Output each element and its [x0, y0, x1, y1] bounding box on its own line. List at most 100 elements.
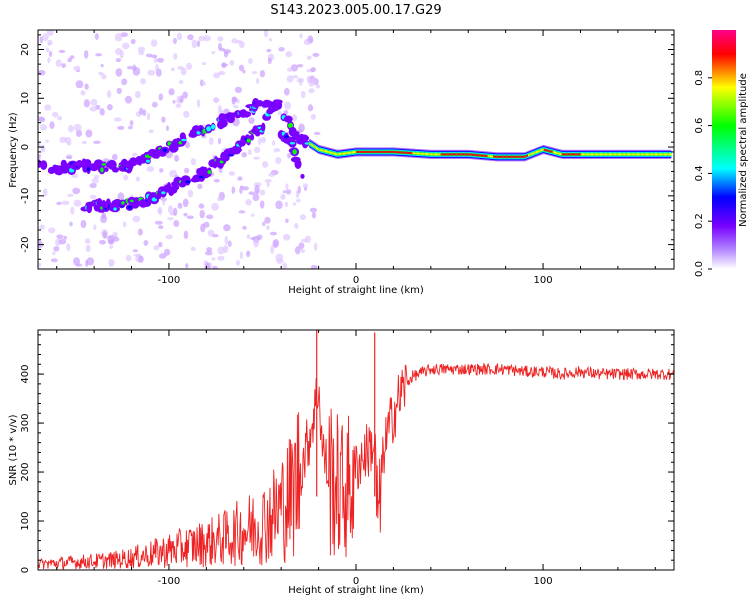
spectrogram-core: [436, 153, 438, 156]
spectrogram-core: [319, 148, 322, 151]
spectrogram-core: [400, 151, 402, 154]
spectrogram-core: [381, 150, 383, 153]
spectrogram-noise: [182, 198, 189, 208]
spectrogram-core: [333, 152, 336, 155]
spectrogram-core: [312, 144, 315, 147]
spectrogram-noise: [150, 39, 158, 47]
spectrogram-noise: [298, 242, 305, 250]
spectrogram-noise: [89, 182, 97, 189]
spectrogram-blob: [146, 159, 150, 163]
spectrogram-noise: [255, 78, 260, 85]
spectrogram-core: [350, 151, 353, 154]
spectrogram-noise: [196, 40, 201, 48]
spectrogram-core: [431, 153, 434, 156]
spectrogram-core: [629, 153, 631, 156]
spectrogram-noise: [273, 147, 281, 153]
spectrogram-noise: [238, 210, 246, 214]
spectrogram-noise: [173, 52, 178, 60]
spectrogram-core: [590, 153, 593, 156]
spectrogram-noise: [280, 193, 286, 200]
spectrogram-noise: [151, 101, 158, 108]
spectrogram-core: [448, 153, 451, 156]
spectrogram-noise: [158, 225, 164, 230]
spectrogram-core: [462, 153, 465, 156]
spectrogram-core: [658, 153, 661, 156]
spectrogram-core: [553, 151, 556, 154]
spectrogram-core: [450, 153, 453, 156]
spectrogram-noise: [99, 108, 105, 116]
spectrogram-blob: [287, 122, 294, 129]
spectrogram-noise: [173, 219, 180, 228]
spectrogram-noise: [292, 202, 297, 206]
spectrogram-noise: [161, 116, 166, 123]
spectrogram-blob: [249, 134, 255, 141]
spectrogram-core: [623, 153, 626, 156]
spectrogram-core: [621, 153, 624, 156]
spectrogram-core: [566, 153, 569, 156]
spectrogram-noise: [122, 221, 127, 228]
spectrogram-core: [512, 155, 515, 158]
spectrogram-core: [575, 153, 578, 156]
spectrogram-blob: [162, 148, 167, 153]
spectrogram-core: [367, 150, 370, 153]
spectrogram-noise: [284, 201, 289, 208]
spectrogram-noise: [204, 250, 213, 256]
spectrogram-core: [346, 152, 349, 155]
spectrogram-noise: [264, 179, 272, 183]
spectrogram-noise: [231, 96, 238, 102]
spectrogram-noise: [73, 123, 82, 132]
spectrogram-blob: [181, 138, 187, 142]
spectrogram-core: [572, 153, 575, 156]
spectrogram-noise: [56, 234, 64, 240]
spectrogram-noise: [282, 262, 288, 269]
spectrogram-noise: [182, 91, 188, 99]
spectrogram-core: [635, 153, 638, 156]
spectrogram-noise: [178, 80, 184, 85]
colorbar: 0.0 0.2 0.4 0.6 0.8 Normalized spectral ampl…: [694, 30, 749, 277]
spectrogram-core: [589, 153, 592, 156]
spectrogram-core: [596, 153, 599, 156]
spectrogram-core: [611, 153, 613, 156]
spectrogram-core: [395, 151, 398, 154]
spectrogram-noise: [165, 234, 173, 240]
spectrogram-noise: [315, 84, 321, 89]
spectrogram-noise: [294, 246, 301, 255]
spectrogram-noise: [145, 53, 153, 58]
spectrogram-xlabel: Height of straight line (km): [288, 285, 424, 296]
spectrogram-noise: [158, 93, 164, 101]
spectrogram-core: [461, 153, 464, 156]
spectrogram-noise: [303, 38, 311, 46]
spectrogram-core: [597, 153, 600, 156]
spectrogram-core: [561, 153, 564, 156]
spectrogram-core: [464, 153, 466, 156]
spectrogram-noise: [287, 152, 292, 159]
spectrogram-core: [650, 153, 653, 156]
spectrogram-noise: [111, 153, 118, 161]
spectrogram-core: [516, 155, 519, 158]
spectrogram-core: [332, 152, 335, 155]
spectrogram-core: [432, 153, 435, 156]
spectrogram-noise: [266, 48, 272, 53]
spectrogram-core: [565, 153, 567, 156]
spectrogram-core: [610, 153, 612, 156]
spectrogram-core: [625, 153, 628, 156]
spectrogram-core: [310, 143, 313, 146]
snr-ytick-label: 0: [20, 567, 31, 573]
spectrogram-core: [406, 151, 409, 154]
spectrogram-noise: [217, 196, 222, 202]
spectrogram-core: [537, 150, 539, 153]
spectrogram-noise: [239, 251, 243, 260]
spectrogram-noise: [217, 246, 225, 255]
spectrogram-noise: [259, 189, 266, 196]
spectrogram-noise: [165, 125, 170, 132]
spectrogram-noise: [117, 192, 125, 201]
spectrogram-blob: [202, 166, 208, 173]
spectrogram-noise: [47, 39, 53, 45]
spectrogram-noise: [197, 183, 203, 190]
spectrogram-noise: [167, 217, 174, 221]
spectrogram-noise: [239, 186, 243, 194]
spectrogram-core: [569, 153, 572, 156]
spectrogram-noise: [43, 188, 48, 197]
spectrogram-core: [652, 153, 655, 156]
